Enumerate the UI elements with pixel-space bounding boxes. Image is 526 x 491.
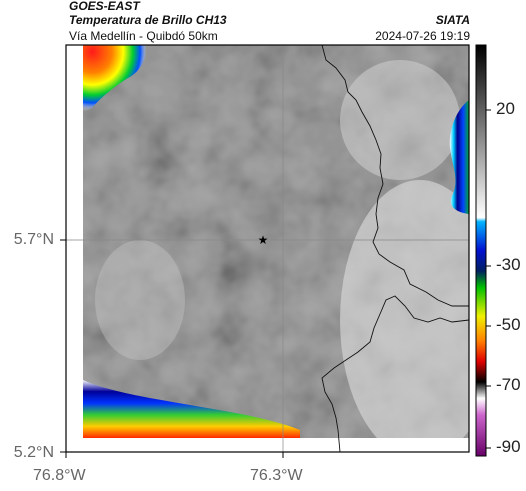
latitude-label-north: 5.7°N bbox=[13, 231, 54, 248]
longitude-label-west: 76.8°W bbox=[33, 467, 86, 484]
organization-label: SIATA bbox=[435, 13, 470, 27]
latitude-label-south: 5.2°N bbox=[13, 444, 54, 461]
colorbar-tick-label: -30 bbox=[496, 255, 521, 274]
region-subtitle: Vía Medellín - Quibdó 50km bbox=[69, 29, 218, 43]
colorbar-tick-label: -90 bbox=[496, 437, 521, 456]
colorbar-tick-label: -70 bbox=[496, 375, 521, 394]
cold-cloud-bottom bbox=[83, 380, 300, 438]
product-title: Temperatura de Brillo CH13 bbox=[69, 13, 227, 27]
colorbar-tick-label: -50 bbox=[496, 315, 521, 334]
cold-cloud-right bbox=[449, 100, 469, 214]
colorbar bbox=[475, 44, 487, 457]
location-star-icon: ★ bbox=[258, 233, 269, 247]
boundary-lines bbox=[321, 44, 470, 453]
satellite-name: GOES-EAST bbox=[69, 0, 140, 13]
cold-cloud-top-left bbox=[83, 45, 146, 112]
brightness-temperature-field bbox=[83, 45, 469, 438]
timestamp-label: 2024-07-26 19:19 bbox=[375, 29, 470, 43]
longitude-label-east: 76.3°W bbox=[250, 467, 303, 484]
map-frame bbox=[65, 44, 470, 453]
colorbar-tick-label: 20 bbox=[496, 99, 515, 118]
